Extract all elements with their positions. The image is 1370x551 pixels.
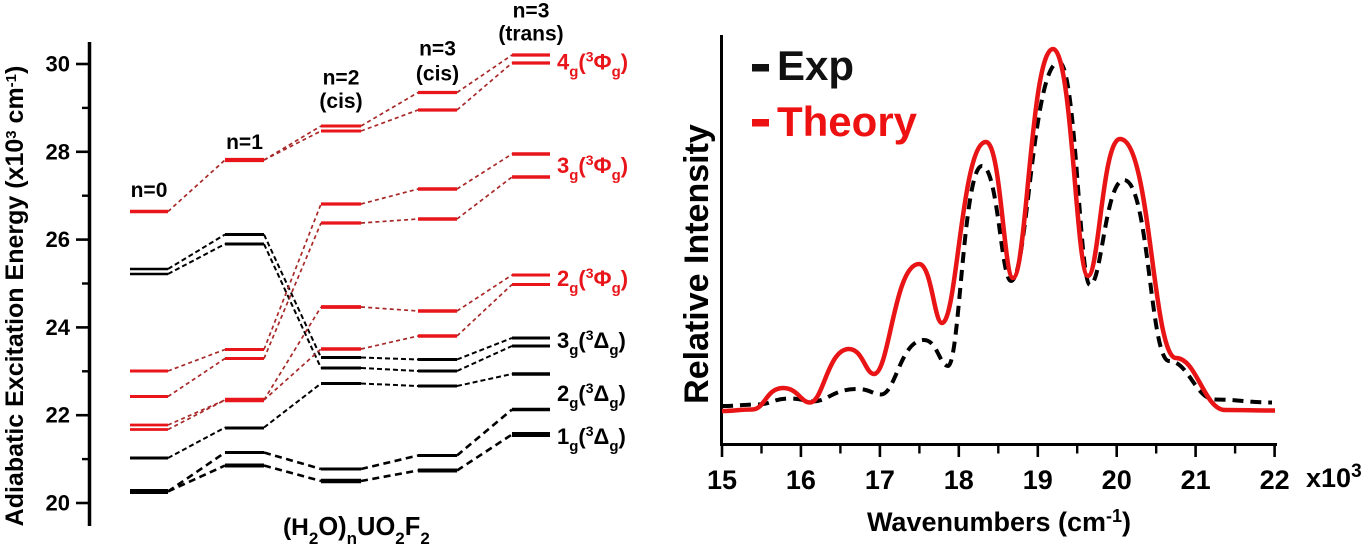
svg-text:19: 19 <box>1023 465 1053 495</box>
svg-text:(cis): (cis) <box>416 63 459 86</box>
svg-text:4g(3Φg): 4g(3Φg) <box>557 49 628 81</box>
svg-text:18: 18 <box>944 465 974 495</box>
svg-text:Adiabatic Excitation Energy (x: Adiabatic Excitation Energy (x103 cm-1) <box>1 66 29 527</box>
svg-text:21: 21 <box>1181 465 1211 495</box>
svg-text:22: 22 <box>46 403 70 428</box>
svg-text:1g(3Δg): 1g(3Δg) <box>557 423 626 455</box>
svg-text:3g(3Φg): 3g(3Φg) <box>557 152 628 184</box>
svg-text:3g(3Δg): 3g(3Δg) <box>557 327 626 359</box>
svg-text:n=2: n=2 <box>323 67 360 90</box>
svg-text:2g(3Φg): 2g(3Φg) <box>557 265 628 297</box>
svg-text:2g(3Δg): 2g(3Δg) <box>557 380 626 412</box>
svg-text:n=3: n=3 <box>513 0 550 23</box>
svg-text:n=3: n=3 <box>419 38 456 61</box>
svg-text:28: 28 <box>46 139 70 164</box>
svg-text:n=0: n=0 <box>131 179 168 202</box>
svg-text:16: 16 <box>786 465 816 495</box>
svg-text:24: 24 <box>46 315 71 340</box>
svg-text:17: 17 <box>865 465 895 495</box>
svg-text:15: 15 <box>707 465 737 495</box>
svg-text:Relative Intensity: Relative Intensity <box>678 124 716 404</box>
svg-text:(trans): (trans) <box>498 23 563 46</box>
svg-text:26: 26 <box>46 227 70 252</box>
svg-text:Wavenumbers (cm-1): Wavenumbers (cm-1) <box>867 506 1131 537</box>
svg-text:(H2O)nUO2F2: (H2O)nUO2F2 <box>283 513 430 548</box>
svg-text:Exp: Exp <box>777 42 854 89</box>
svg-text:x103: x103 <box>1306 461 1362 493</box>
svg-text:Theory: Theory <box>777 98 918 145</box>
svg-text:20: 20 <box>1102 465 1132 495</box>
svg-text:30: 30 <box>46 52 70 77</box>
svg-text:20: 20 <box>46 491 70 516</box>
svg-text:22: 22 <box>1260 465 1290 495</box>
svg-text:n=1: n=1 <box>226 131 263 154</box>
svg-text:(cis): (cis) <box>319 90 362 113</box>
